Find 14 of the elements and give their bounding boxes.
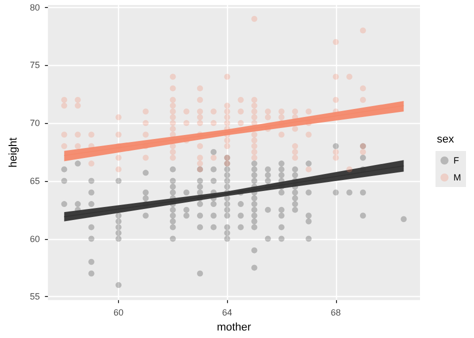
legend-label: F xyxy=(454,156,460,166)
y-tick-label: 60 xyxy=(30,234,40,244)
y-tick-label: 70 xyxy=(30,118,40,128)
x-axis-title: mother xyxy=(216,322,252,334)
y-axis-title: height xyxy=(8,138,20,168)
y-tick-label: 55 xyxy=(30,292,40,302)
y-tick-label: 75 xyxy=(30,60,40,70)
x-tick-label: 64 xyxy=(222,308,232,318)
legend-label: M xyxy=(454,172,462,182)
x-tick-label: 60 xyxy=(114,308,124,318)
x-tick-label: 68 xyxy=(330,308,341,318)
legend-title: sex xyxy=(436,134,454,146)
y-tick-label: 65 xyxy=(30,176,40,186)
y-tick-label: 80 xyxy=(30,2,40,12)
